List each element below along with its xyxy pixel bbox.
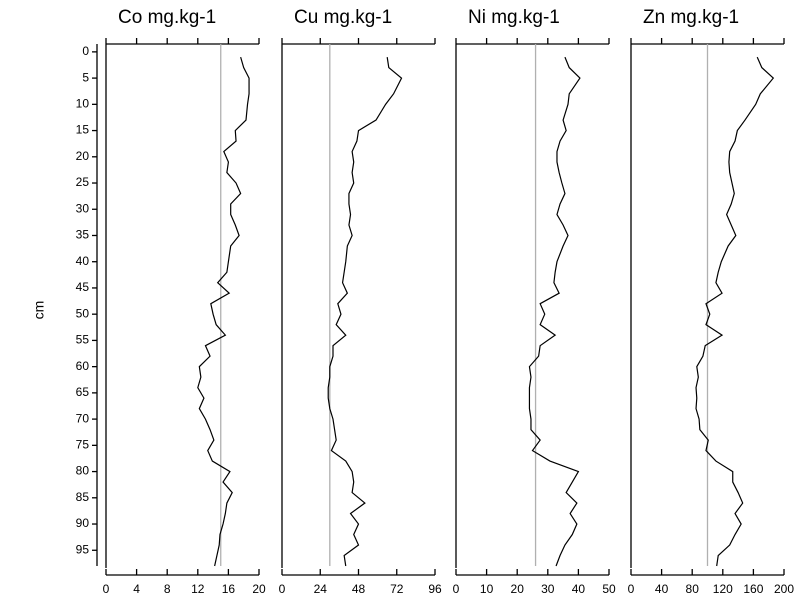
x-tick-label: 12 [191, 582, 205, 596]
y-tick-label: 0 [82, 44, 89, 58]
x-tick-label: 30 [541, 582, 555, 596]
y-tick-label: 90 [76, 516, 90, 530]
x-tick-label: 200 [774, 582, 794, 596]
x-tick-label: 20 [252, 582, 266, 596]
x-tick-label: 0 [279, 582, 286, 596]
x-tick-label: 48 [352, 582, 366, 596]
x-tick-label: 16 [222, 582, 236, 596]
x-tick-label: 10 [480, 582, 494, 596]
y-tick-label: 25 [76, 175, 90, 189]
y-tick-label: 80 [76, 464, 90, 478]
x-tick-label: 20 [511, 582, 525, 596]
panel-title: Co mg.kg-1 [118, 7, 216, 28]
panel-title: Zn mg.kg-1 [643, 7, 739, 28]
x-tick-label: 0 [103, 582, 110, 596]
x-tick-label: 24 [314, 582, 328, 596]
y-tick-label: 15 [76, 123, 90, 137]
y-tick-label: 20 [76, 149, 90, 163]
x-tick-label: 160 [743, 582, 763, 596]
x-tick-label: 40 [572, 582, 586, 596]
x-tick-label: 50 [602, 582, 616, 596]
y-tick-label: 75 [76, 438, 90, 452]
x-tick-label: 72 [390, 582, 404, 596]
x-tick-label: 40 [655, 582, 669, 596]
profile-line [528, 56, 581, 567]
y-tick-label: 35 [76, 228, 90, 242]
y-tick-label: 30 [76, 201, 90, 215]
y-tick-label: 45 [76, 280, 90, 294]
y-tick-label: 40 [76, 254, 90, 268]
y-tick-label: 60 [76, 359, 90, 373]
y-tick-label: 65 [76, 385, 90, 399]
panel-title: Cu mg.kg-1 [294, 7, 392, 28]
y-tick-label: 10 [76, 97, 90, 111]
y-tick-label: 55 [76, 333, 90, 347]
y-tick-label: 50 [76, 306, 90, 320]
x-tick-label: 120 [713, 582, 733, 596]
y-tick-label: 70 [76, 411, 90, 425]
profile-line [695, 56, 775, 567]
panel-title: Ni mg.kg-1 [468, 7, 560, 28]
x-tick-label: 96 [428, 582, 442, 596]
x-tick-label: 8 [164, 582, 171, 596]
y-tick-label: 5 [82, 70, 89, 84]
profile-line [327, 57, 403, 567]
x-tick-label: 80 [686, 582, 700, 596]
profile-line [197, 56, 250, 567]
x-tick-label: 0 [628, 582, 635, 596]
y-tick-label: 95 [76, 542, 90, 556]
x-tick-label: 0 [453, 582, 460, 596]
y-tick-label: 85 [76, 490, 90, 504]
y-axis-label: cm [31, 301, 47, 320]
x-tick-label: 4 [133, 582, 140, 596]
